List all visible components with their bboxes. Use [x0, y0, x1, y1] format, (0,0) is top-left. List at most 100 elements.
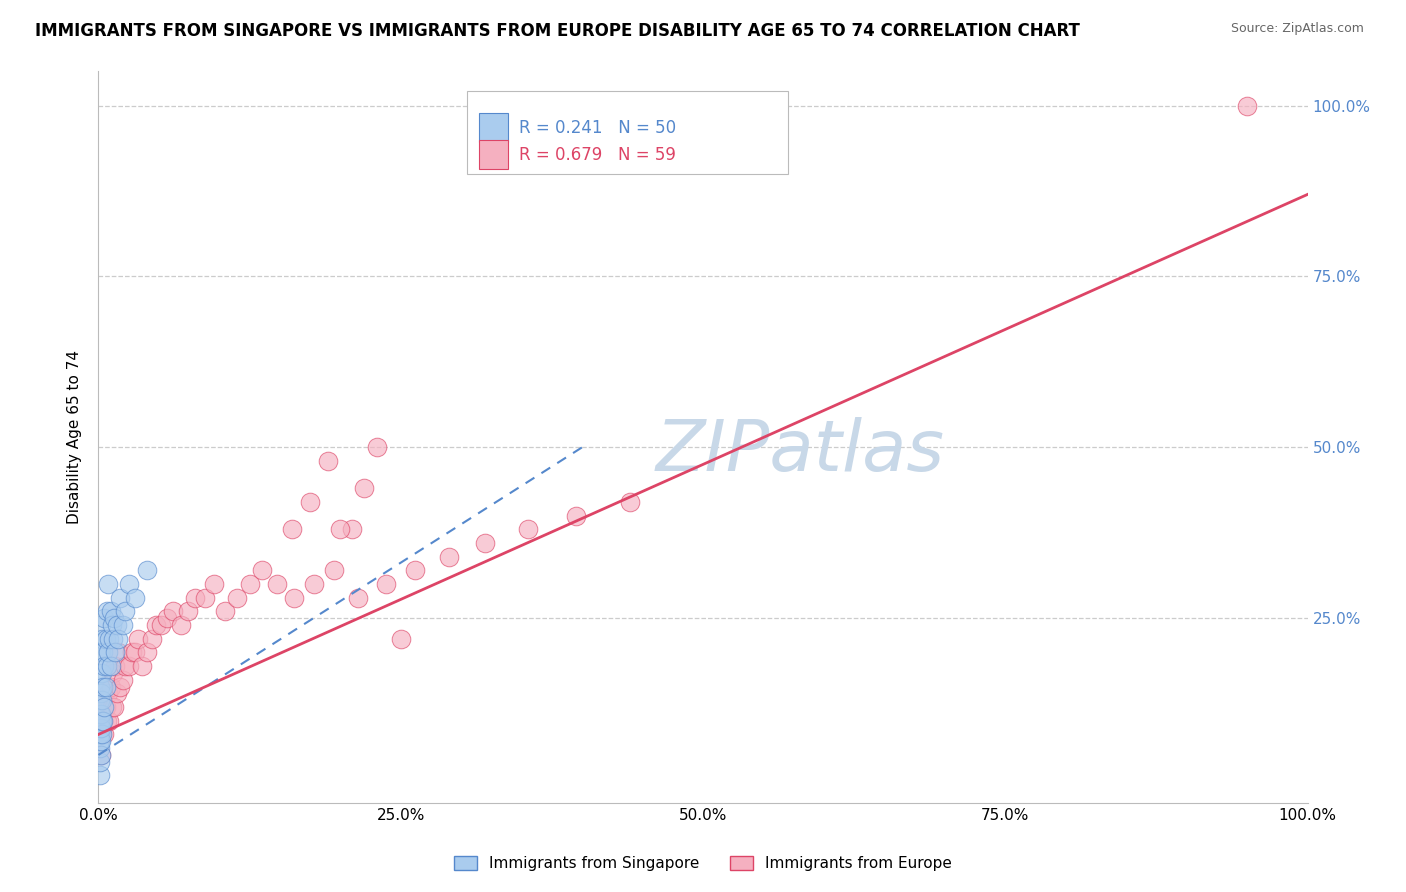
- Point: [127, 632, 149, 646]
- Point: [150, 618, 173, 632]
- Point: [96, 714, 118, 728]
- Point: [108, 680, 131, 694]
- Point: [90, 721, 112, 735]
- Text: IMMIGRANTS FROM SINGAPORE VS IMMIGRANTS FROM EUROPE DISABILITY AGE 65 TO 74 CORR: IMMIGRANTS FROM SINGAPORE VS IMMIGRANTS …: [35, 22, 1080, 40]
- Point: [90, 665, 112, 680]
- Point: [516, 522, 538, 536]
- Point: [96, 659, 118, 673]
- Point: [111, 673, 134, 687]
- Point: [342, 522, 364, 536]
- Point: [98, 632, 121, 646]
- Point: [91, 680, 114, 694]
- Point: [89, 755, 111, 769]
- Point: [89, 706, 111, 721]
- Point: [91, 714, 114, 728]
- Text: R = 0.241   N = 50: R = 0.241 N = 50: [519, 119, 676, 136]
- Point: [97, 686, 120, 700]
- Point: [91, 645, 114, 659]
- Point: [353, 481, 375, 495]
- Point: [135, 563, 157, 577]
- Point: [226, 591, 249, 605]
- Legend: Immigrants from Singapore, Immigrants from Europe: Immigrants from Singapore, Immigrants fr…: [449, 850, 957, 877]
- Point: [91, 727, 114, 741]
- Point: [162, 604, 184, 618]
- Point: [89, 680, 111, 694]
- Point: [104, 645, 127, 659]
- Point: [100, 680, 122, 694]
- Point: [107, 645, 129, 659]
- Point: [89, 734, 111, 748]
- Text: Source: ZipAtlas.com: Source: ZipAtlas.com: [1230, 22, 1364, 36]
- Point: [91, 665, 114, 680]
- Point: [141, 632, 163, 646]
- Point: [214, 604, 236, 618]
- Point: [100, 700, 122, 714]
- Point: [329, 522, 352, 536]
- Point: [103, 611, 125, 625]
- Point: [156, 611, 179, 625]
- Point: [89, 768, 111, 782]
- Point: [93, 727, 115, 741]
- Point: [90, 645, 112, 659]
- Point: [404, 563, 426, 577]
- Point: [90, 747, 112, 762]
- Point: [145, 618, 167, 632]
- Y-axis label: Disability Age 65 to 74: Disability Age 65 to 74: [67, 350, 83, 524]
- Point: [619, 495, 641, 509]
- Point: [111, 618, 134, 632]
- Point: [565, 508, 588, 523]
- Point: [375, 577, 398, 591]
- Point: [100, 618, 122, 632]
- Point: [89, 693, 111, 707]
- Text: ZIPatlas: ZIPatlas: [655, 417, 945, 486]
- Point: [91, 714, 114, 728]
- Point: [97, 577, 120, 591]
- Point: [250, 563, 273, 577]
- Point: [347, 591, 370, 605]
- Point: [96, 604, 118, 618]
- Point: [302, 577, 325, 591]
- Text: R = 0.679   N = 59: R = 0.679 N = 59: [519, 145, 676, 164]
- Point: [103, 700, 125, 714]
- Point: [281, 522, 304, 536]
- Point: [131, 659, 153, 673]
- Point: [105, 618, 128, 632]
- Point: [204, 577, 226, 591]
- Point: [1236, 98, 1258, 112]
- Point: [90, 686, 112, 700]
- Point: [89, 741, 111, 756]
- Point: [100, 604, 122, 618]
- Point: [437, 549, 460, 564]
- Point: [124, 645, 146, 659]
- Point: [108, 591, 131, 605]
- Bar: [467, 91, 787, 174]
- Bar: [479, 113, 509, 143]
- Point: [91, 693, 114, 707]
- Point: [93, 611, 115, 625]
- Point: [239, 577, 262, 591]
- Point: [283, 591, 305, 605]
- Point: [177, 604, 200, 618]
- Point: [323, 563, 346, 577]
- Bar: [479, 140, 509, 169]
- Point: [474, 536, 496, 550]
- Point: [89, 714, 111, 728]
- Point: [89, 727, 111, 741]
- Point: [121, 645, 143, 659]
- Point: [389, 632, 412, 646]
- Point: [107, 632, 129, 646]
- Point: [105, 686, 128, 700]
- Point: [135, 645, 157, 659]
- Point: [94, 632, 117, 646]
- Point: [169, 618, 191, 632]
- Point: [118, 659, 141, 673]
- Point: [100, 659, 122, 673]
- Point: [266, 577, 288, 591]
- Point: [316, 454, 339, 468]
- Point: [93, 700, 115, 714]
- Point: [91, 714, 114, 728]
- Point: [104, 659, 127, 673]
- Point: [89, 721, 111, 735]
- Point: [97, 645, 120, 659]
- Point: [114, 659, 136, 673]
